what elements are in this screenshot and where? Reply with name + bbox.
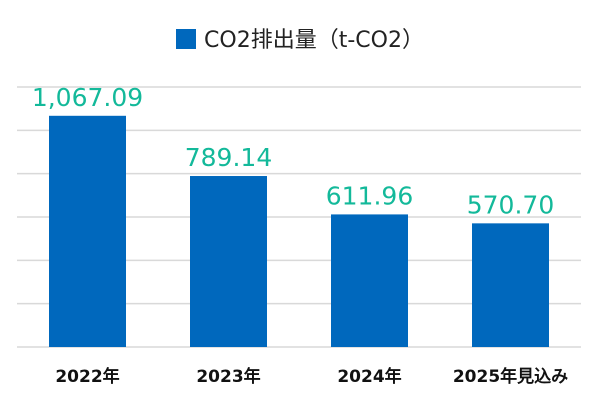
x-tick-label: 2023年 [196,366,260,387]
legend-swatch [176,29,197,49]
data-label: 789.14 [185,143,272,172]
legend: CO2排出量（t-CO2） [0,22,600,54]
data-label: 570.70 [467,190,554,219]
bar [49,115,126,347]
legend-label: CO2排出量（t-CO2） [204,28,424,53]
x-tick-label: 2024年 [337,366,401,387]
x-tick-label: 2025年見込み [453,366,568,387]
bar [190,176,267,347]
data-label: 611.96 [326,181,413,210]
bar [472,223,549,347]
bar [331,214,408,347]
x-tick-label: 2022年 [55,366,119,387]
data-label: 1,067.09 [32,83,143,112]
